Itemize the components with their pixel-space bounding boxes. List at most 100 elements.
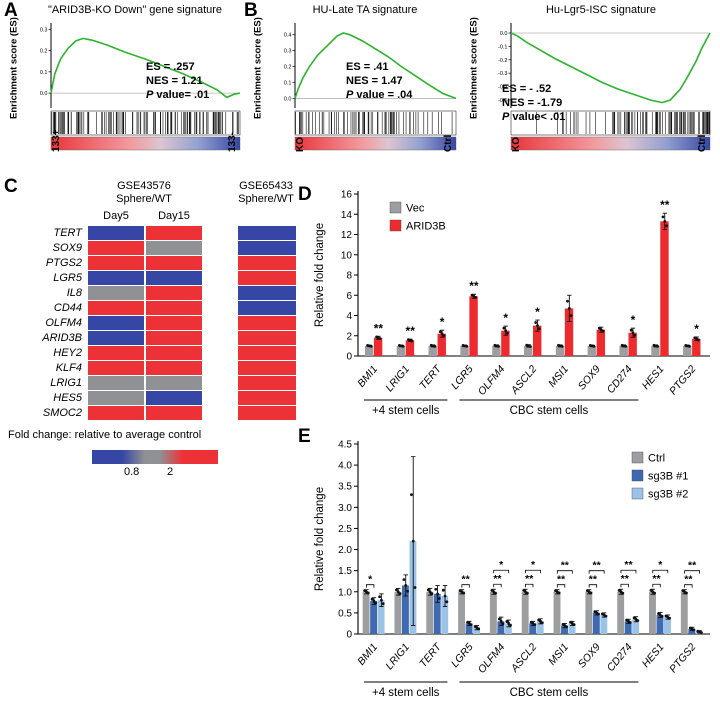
bar [465,623,473,634]
heatmap-left-header-line1: GSE43576 [117,180,171,192]
gsea-b1-stats: ES = .41 NES = 1.47 P value = .04 [346,60,412,102]
gsea-b2-y-axis-label: Enrichment score (ES) [468,17,480,119]
y-tick-label: 0.3 [40,27,48,33]
x-category-label: TERT [417,640,445,670]
bar [656,615,664,634]
p-italic: P [146,89,154,101]
gsea-b1-left-group-label: KO [295,137,306,152]
heatmap-scale-min: 0.8 [124,466,140,478]
heat-cell [146,406,202,420]
heat-cell [238,331,296,345]
phenotype-gradient [50,136,241,151]
gsea-b2-stats: ES = - .52 NES = -1.79 P value< .01 [502,82,565,124]
data-point [434,587,438,591]
y-tick-label: -0.1 [498,44,507,50]
data-point [540,621,544,625]
bar-chart-d: 0 2 4 6 8 10 12 14 16 Relative fold change Vec ARID… [314,190,710,417]
data-point [537,327,541,331]
data-point [565,625,569,629]
data-point [537,618,541,622]
data-point [629,328,633,332]
sig-star: * [368,574,373,586]
y-tick-label: -0.3 [498,71,507,77]
bar [492,345,501,356]
gsea-plot-b1: HU-Late TA signature Enrichment score (E… [250,4,460,170]
data-point [401,344,405,348]
bar [536,621,544,634]
data-point [396,590,400,594]
legend-label: sg3B #2 [648,489,688,501]
data-point [436,592,439,596]
y-tick-label: 2.5 [338,524,352,535]
data-point [624,345,628,348]
data-point [601,329,605,333]
heat-cell [88,256,144,270]
bar [619,345,628,356]
enrichment-curve [510,32,711,104]
y-tick-label: 0.2 [284,65,292,71]
data-point [561,622,565,626]
bar [373,337,383,356]
data-point [505,620,509,623]
data-point [458,589,462,593]
data-point [494,591,497,595]
gsea-b1-right-group-label: Ctrl [443,134,454,152]
heatmap-caption: Fold change: relative to average control [8,429,202,441]
bar [600,615,608,634]
y-tick-label: 16 [341,190,353,201]
gsea-a-canvas: 0.3 0.2 0.1 0.0 [40,23,241,151]
sig-bracket [556,570,573,574]
panel-label-c: C [4,176,18,197]
bar [437,333,446,356]
y-tick-label: 1.5 [338,566,352,577]
gsea-b1-pvalue: P value = .04 [346,88,412,102]
gsea-b1-nes: NES = 1.47 [346,75,403,87]
data-point [461,344,465,347]
bar [529,623,537,634]
data-point [557,591,561,595]
bar [596,329,606,356]
data-point [504,329,508,333]
heat-cell [88,316,144,330]
heatmap-right-header: GSE65433 Sphere/WT [232,180,300,206]
sig-star: ** [557,574,566,586]
bar [553,591,561,634]
heat-cell [146,301,202,315]
heat-cell [238,256,296,270]
legend-swatch [389,201,402,214]
sig-bracket [588,570,605,574]
heatmap-left-header-line2: Sphere/WT [116,193,172,205]
group-label: +4 stem cells [372,687,440,699]
data-point [617,588,621,592]
data-point [664,614,668,618]
data-point [374,601,378,605]
gene-label: SOX9 [52,242,82,254]
heat-cell [88,301,144,315]
data-point [381,602,385,606]
data-point [525,343,529,347]
data-point [370,597,374,601]
gsea-a-y-axis-label: Enrichment score (ES) [8,17,20,119]
data-point [437,597,441,600]
p-italic: P [346,89,354,101]
bar [370,601,378,634]
data-point [507,622,511,625]
gsea-a-es: ES = .257 [146,61,195,73]
legend-label: ARID3B [406,221,446,233]
gene-label: KLF4 [55,362,82,374]
bar [364,345,374,356]
gsea-b2-canvas: 0.0 -0.1 -0.2 -0.3 -0.4 -0.5 [498,23,711,151]
data-point [499,619,503,623]
heat-cell [238,301,296,315]
data-point [490,588,494,592]
heat-cell [238,316,296,330]
gsea-b2-title: Hu-Lgr5-ISC signature [545,4,657,16]
sig-star: * [499,559,504,571]
y-tick-label: 12 [341,230,353,241]
heat-cell [238,271,296,285]
y-tick-label: 0.0 [500,31,508,37]
gsea-a-pvalue: P value= .01 [146,88,209,102]
data-point [620,343,624,347]
y-tick-label: 6 [346,291,352,302]
data-point [466,620,469,624]
